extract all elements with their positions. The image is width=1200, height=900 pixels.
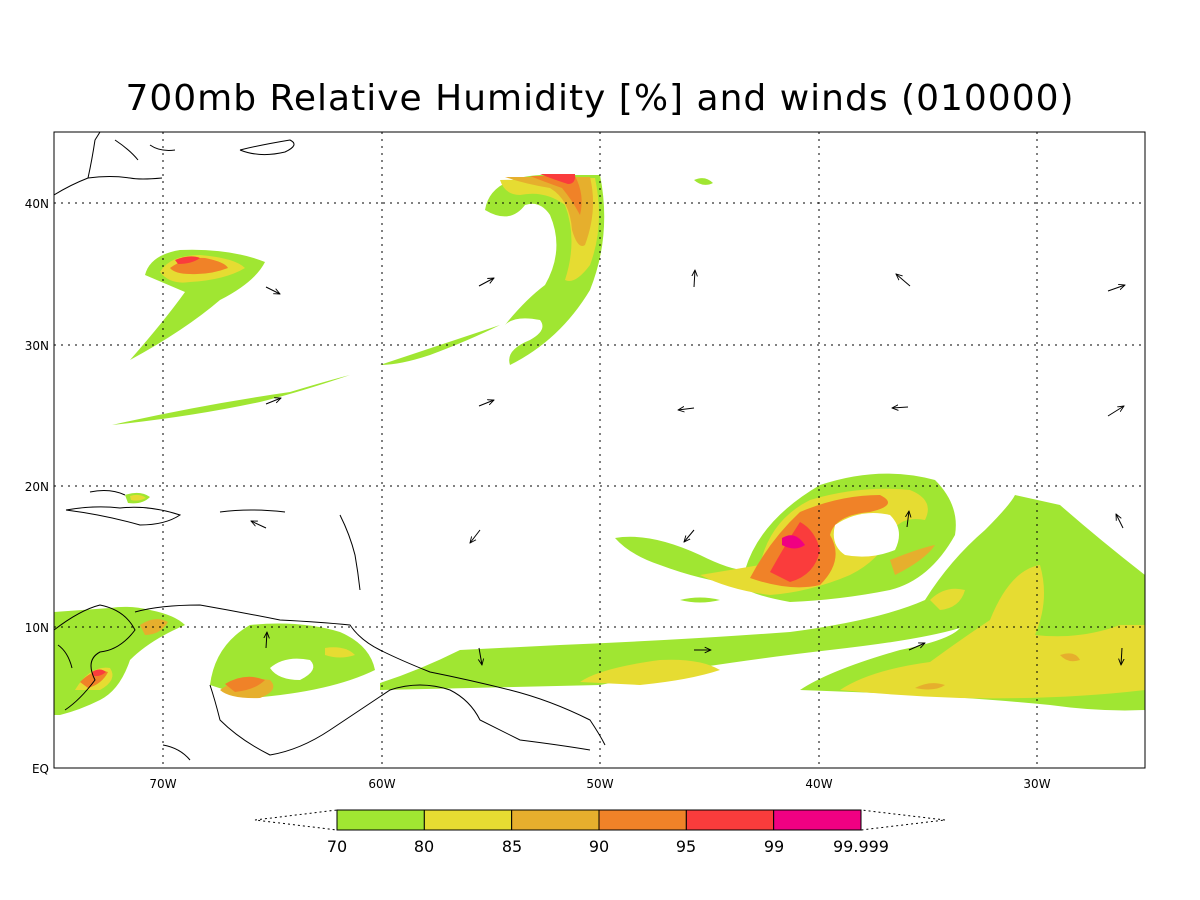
colorbar-swatch <box>511 809 600 831</box>
wind-arrow <box>1121 647 1122 665</box>
wind-arrow <box>1107 285 1125 292</box>
wind-arrow <box>694 270 695 288</box>
colorbar-label: 70 <box>327 837 347 856</box>
colorbar-swatch <box>773 809 862 831</box>
lon-axis-labels: 70W 60W 50W 40W 30W <box>149 777 1050 791</box>
colorbar-label: 80 <box>414 837 434 856</box>
colorbar-label: 95 <box>676 837 696 856</box>
wind-arrow <box>265 398 281 405</box>
colorbar-left-extend <box>254 809 338 831</box>
lon-label-40w: 40W <box>805 777 832 791</box>
wind-arrow <box>896 274 911 287</box>
wind-arrow <box>907 511 909 528</box>
wind-arrow <box>908 643 925 651</box>
wind-arrow <box>478 278 494 287</box>
wind-arrow <box>892 407 909 408</box>
wind-arrow <box>678 408 695 410</box>
lat-axis-labels: 40N 30N 20N 10N EQ <box>25 197 49 776</box>
wind-arrow <box>1107 406 1124 417</box>
humidity-colombia <box>54 606 185 715</box>
lon-label-50w: 50W <box>586 777 613 791</box>
colorbar: 70 80 85 90 95 99 99.999 <box>254 809 946 856</box>
colorbar-swatch <box>598 809 687 831</box>
humidity-field <box>54 174 1145 715</box>
humidity-cyclone <box>615 473 956 602</box>
wind-arrow <box>1116 514 1124 529</box>
lat-label-eq: EQ <box>32 762 49 776</box>
lon-label-30w: 30W <box>1023 777 1050 791</box>
lat-label-10n: 10N <box>25 621 49 635</box>
humidity-itcz-band <box>380 495 1145 711</box>
wind-arrow <box>470 529 481 543</box>
wind-arrow <box>479 647 482 665</box>
colorbar-label: 99 <box>764 837 784 856</box>
humidity-hook <box>485 174 605 365</box>
wind-arrow <box>266 632 267 649</box>
lon-label-70w: 70W <box>149 777 176 791</box>
colorbar-right-extend <box>860 809 946 831</box>
colorbar-label: 90 <box>589 837 609 856</box>
wind-arrow <box>684 529 695 542</box>
colorbar-label: 85 <box>502 837 522 856</box>
wind-arrow <box>478 400 494 407</box>
lon-label-60w: 60W <box>368 777 395 791</box>
colorbar-swatch <box>685 809 775 831</box>
chart-title: 700mb Relative Humidity [%] and winds (0… <box>125 78 1075 119</box>
graticule <box>54 132 1145 768</box>
humidity-streak-west <box>112 375 350 425</box>
lat-label-30n: 30N <box>25 339 49 353</box>
lat-label-40n: 40N <box>25 197 49 211</box>
colorbar-swatch <box>423 809 513 831</box>
coastlines <box>54 132 606 761</box>
lat-label-20n: 20N <box>25 480 49 494</box>
wind-arrow <box>251 521 267 529</box>
map-frame <box>53 131 1146 769</box>
humidity-caribbean <box>210 623 375 699</box>
wind-arrow <box>265 286 280 294</box>
colorbar-label: 99.999 <box>833 837 889 856</box>
humidity-blob-nw <box>130 249 265 360</box>
wind-vectors <box>251 270 1125 665</box>
colorbar-swatch <box>336 809 425 831</box>
